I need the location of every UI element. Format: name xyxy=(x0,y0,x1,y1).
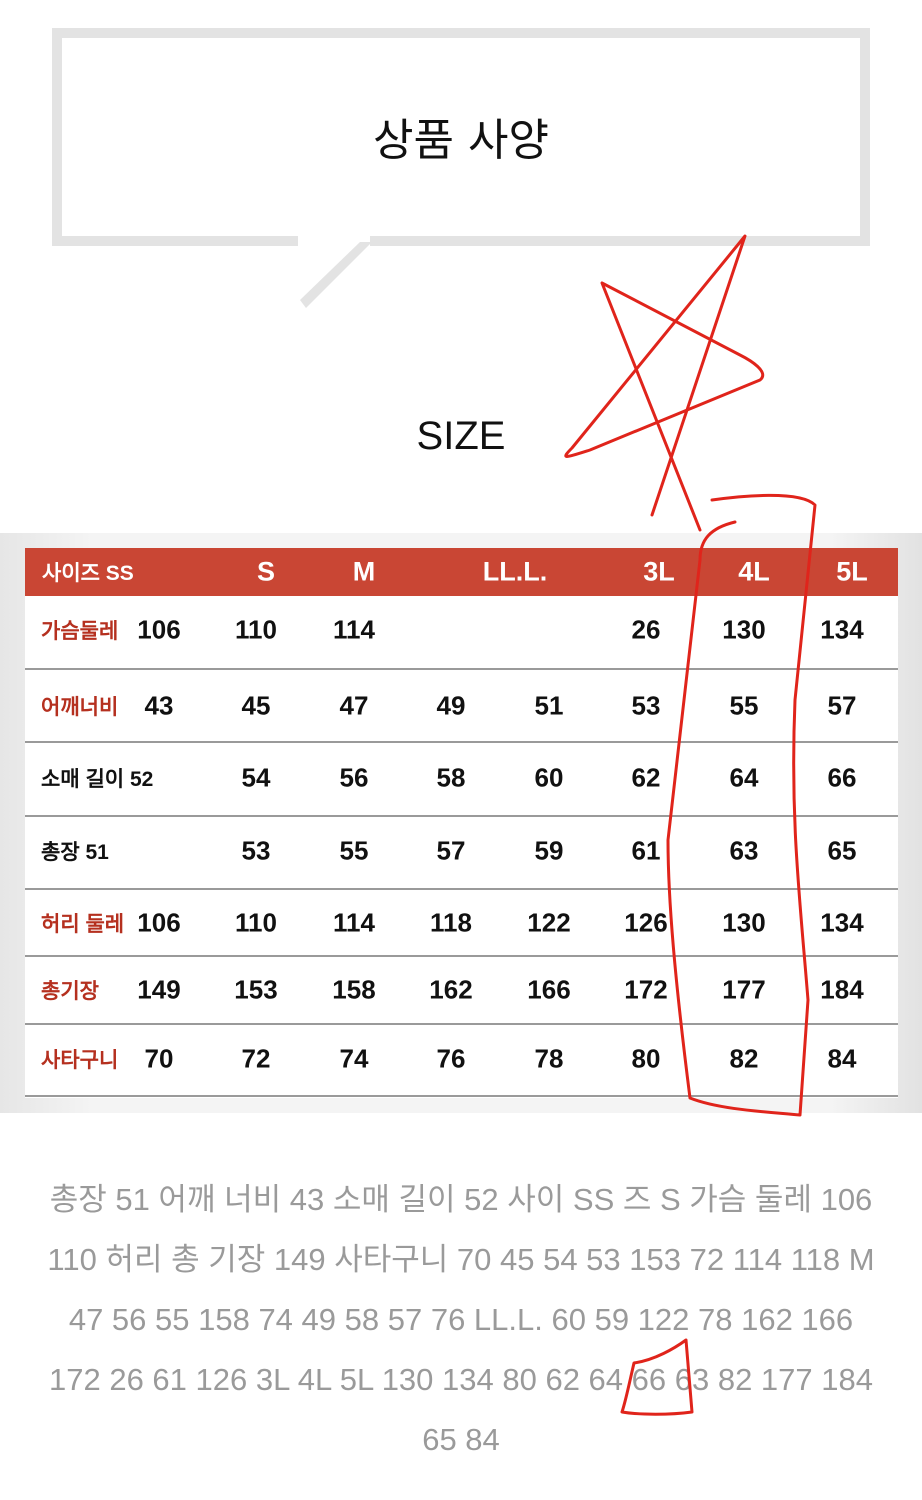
header-cell: 4L xyxy=(738,556,770,587)
row-divider xyxy=(25,815,898,817)
table-cell: 45 xyxy=(241,690,271,721)
table-cell: 80 xyxy=(631,1043,661,1074)
table-cell: 57 xyxy=(827,690,857,721)
table-cell: 82 xyxy=(729,1043,759,1074)
table-cell: 47 xyxy=(339,690,369,721)
speech-bubble-gap xyxy=(298,236,370,248)
table-cell: 55 xyxy=(729,690,759,721)
table-cell: 110 xyxy=(235,614,277,645)
table-cell: 53 xyxy=(631,690,661,721)
table-cell: 114 xyxy=(333,907,375,938)
table-cell: 158 xyxy=(332,974,376,1005)
size-table: 사이즈 SS S M LL.L. 3L 4L 5L 가슴둘레 106 110 114 26 130 134… xyxy=(25,548,898,1098)
table-cell: 58 xyxy=(436,762,466,793)
table-cell: 177 xyxy=(722,974,766,1005)
row-label: 총기장 xyxy=(41,980,99,1003)
table-cell: 55 xyxy=(339,835,369,866)
speech-bubble-box xyxy=(52,28,870,246)
table-cell: 76 xyxy=(436,1043,466,1074)
size-description-text: 총장 51 어깨 너비 43 소매 길이 52 사이 SS 즈 S 가슴 둘레 … xyxy=(47,1182,875,1457)
header-cell: 3L xyxy=(643,556,675,587)
size-heading: SIZE xyxy=(416,414,506,458)
table-cell: 53 xyxy=(241,835,271,866)
table-cell: 114 xyxy=(333,614,375,645)
table-cell: 184 xyxy=(820,974,864,1005)
page-title: 상품 사양 xyxy=(373,115,549,166)
table-cell: 63 xyxy=(729,835,759,866)
table-cell: 149 xyxy=(137,974,181,1005)
table-cell: 130 xyxy=(722,907,766,938)
table-cell: 49 xyxy=(436,690,466,721)
table-cell: 56 xyxy=(339,762,369,793)
row-label: 가슴둘레 xyxy=(41,620,119,643)
row-label: 사타구니 xyxy=(41,1049,119,1072)
table-cell: 134 xyxy=(820,614,864,645)
table-cell: 65 xyxy=(827,835,857,866)
table-cell: 51 xyxy=(534,690,564,721)
table-cell: 106 xyxy=(137,614,181,645)
table-cell: 110 xyxy=(235,907,277,938)
row-label: 소매 길이 52 xyxy=(41,768,154,791)
table-cell: 122 xyxy=(527,907,571,938)
header-cell: M xyxy=(352,556,376,587)
table-cell: 78 xyxy=(534,1043,564,1074)
table-cell: 166 xyxy=(527,974,571,1005)
table-cell: 54 xyxy=(241,762,271,793)
table-cell: 153 xyxy=(234,974,278,1005)
header-cell: 사이즈 SS xyxy=(42,562,134,585)
table-cell: 60 xyxy=(534,762,564,793)
row-divider xyxy=(25,668,898,670)
table-cell: 130 xyxy=(722,614,766,645)
row-divider xyxy=(25,1023,898,1025)
table-cell: 66 xyxy=(827,762,857,793)
table-cell: 126 xyxy=(624,907,668,938)
table-cell: 62 xyxy=(631,762,661,793)
header-cell: 5L xyxy=(836,556,868,587)
star-annotation xyxy=(564,234,764,532)
table-cell: 43 xyxy=(144,690,174,721)
row-divider xyxy=(25,741,898,743)
table-cell: 57 xyxy=(436,835,466,866)
header-cell: S xyxy=(256,556,276,587)
table-cell: 134 xyxy=(820,907,864,938)
row-divider xyxy=(25,888,898,890)
row-label: 총장 51 xyxy=(41,841,109,864)
table-cell: 84 xyxy=(827,1043,857,1074)
table-cell: 70 xyxy=(144,1043,174,1074)
table-cell: 64 xyxy=(729,762,759,793)
row-label: 어깨너비 xyxy=(41,696,119,719)
table-cell: 26 xyxy=(631,614,661,645)
row-divider xyxy=(25,1095,898,1097)
row-divider xyxy=(25,955,898,957)
header-cell: LL.L. xyxy=(482,556,548,587)
table-cell: 59 xyxy=(534,835,564,866)
table-cell: 162 xyxy=(429,974,473,1005)
table-cell: 61 xyxy=(631,835,661,866)
table-cell: 72 xyxy=(241,1043,271,1074)
table-cell: 106 xyxy=(137,907,181,938)
row-label: 허리 둘레 xyxy=(41,913,125,936)
table-cell: 118 xyxy=(430,907,472,938)
table-cell: 172 xyxy=(624,974,668,1005)
table-cell: 74 xyxy=(339,1043,369,1074)
